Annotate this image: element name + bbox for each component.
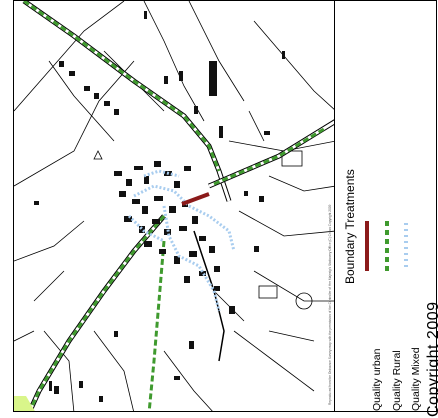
legend-title: Boundary Treatments	[343, 169, 357, 284]
legend-label-mixed: Quality Mixed	[410, 347, 422, 411]
village-map	[13, 0, 335, 412]
road-south-west	[27, 214, 166, 411]
rural-boundary-north	[23, 1, 221, 172]
copyright-label: Copyright 2009	[425, 301, 438, 417]
road-east	[208, 119, 334, 189]
inset-highlight	[14, 396, 35, 411]
legend-label-rural: Quality Rural	[391, 350, 403, 411]
legend-swatches	[365, 221, 408, 271]
north-arrow-mark	[93, 150, 103, 160]
ordnance-survey-credit: Reproduced from the Ordnance Survey map …	[328, 204, 332, 405]
rural-boundary-southwest	[28, 215, 166, 411]
main-road-diagonal	[22, 1, 232, 202]
legend-label-urban: Quality urban	[371, 348, 383, 411]
rural-boundary-east	[213, 127, 325, 186]
mixed-boundaries	[127, 169, 236, 312]
urban-boundaries	[181, 192, 210, 206]
village-buildings	[34, 11, 285, 402]
legend-panel	[335, 0, 437, 412]
village-map-drawing	[14, 1, 334, 411]
rural-boundary-south	[147, 240, 166, 411]
